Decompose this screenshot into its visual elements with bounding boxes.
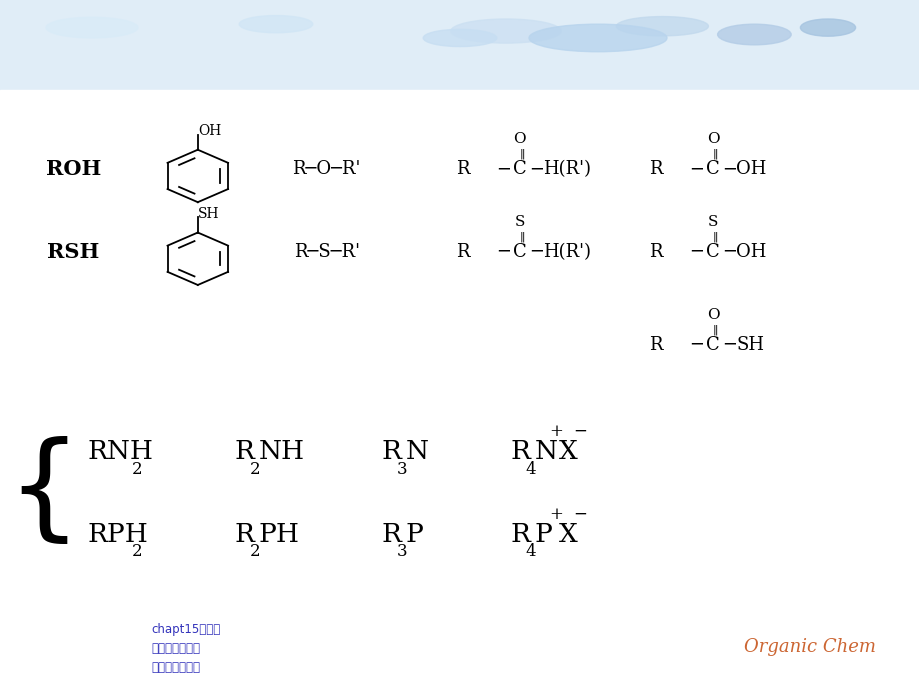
Text: ─: ─: [497, 160, 508, 178]
Text: ‖: ‖: [712, 324, 718, 335]
Text: R─O─R': R─O─R': [292, 160, 360, 178]
Text: H(R'): H(R'): [542, 243, 590, 261]
Text: O: O: [706, 308, 719, 322]
Text: X: X: [558, 522, 576, 547]
Text: ─: ─: [497, 243, 508, 261]
Text: S: S: [514, 215, 525, 229]
Text: N: N: [405, 440, 428, 464]
Text: PH: PH: [258, 522, 300, 547]
Text: R─S─R': R─S─R': [293, 243, 359, 261]
Text: R: R: [648, 243, 662, 261]
Text: Organic Chem: Organic Chem: [743, 638, 875, 656]
Text: R: R: [381, 522, 402, 547]
Text: ─: ─: [723, 160, 734, 178]
Ellipse shape: [239, 15, 312, 32]
Text: H(R'): H(R'): [542, 160, 590, 178]
Text: ─: ─: [690, 160, 701, 178]
Ellipse shape: [717, 24, 790, 45]
Text: ROH: ROH: [46, 159, 101, 179]
Text: O: O: [513, 132, 526, 146]
Text: RSH: RSH: [48, 242, 99, 262]
Text: P: P: [405, 522, 423, 547]
Bar: [0, 90, 919, 690]
Text: chapt15含硫磷
和硅的有机化合
物由科大有机化: chapt15含硫磷 和硅的有机化合 物由科大有机化: [152, 623, 221, 674]
Text: ─: ─: [723, 243, 734, 261]
Text: ─: ─: [530, 160, 541, 178]
Text: OH: OH: [735, 160, 766, 178]
Text: ─: ─: [530, 243, 541, 261]
Text: 4: 4: [525, 461, 536, 477]
Text: SH: SH: [198, 207, 219, 221]
Text: ‖: ‖: [519, 148, 525, 159]
Ellipse shape: [423, 30, 496, 47]
Text: NH: NH: [258, 440, 304, 464]
Text: ─: ─: [690, 336, 701, 354]
Text: N: N: [534, 440, 557, 464]
Text: {: {: [6, 436, 82, 551]
Text: ‖: ‖: [712, 231, 718, 242]
Text: ─: ─: [690, 243, 701, 261]
Text: R: R: [648, 160, 662, 178]
Ellipse shape: [800, 19, 855, 36]
Ellipse shape: [450, 19, 561, 43]
Text: SH: SH: [735, 336, 763, 354]
Text: 2: 2: [131, 461, 142, 477]
Ellipse shape: [46, 17, 138, 38]
Text: 3: 3: [396, 461, 407, 477]
Text: OH: OH: [198, 124, 221, 138]
Text: OH: OH: [735, 243, 766, 261]
Text: ‖: ‖: [712, 148, 718, 159]
Text: C: C: [513, 160, 526, 178]
Text: 2: 2: [249, 461, 260, 477]
Text: C: C: [513, 243, 526, 261]
Text: −: −: [573, 506, 586, 522]
Text: S: S: [707, 215, 718, 229]
Text: R: R: [234, 522, 255, 547]
Text: +: +: [549, 506, 562, 522]
Bar: [0, 0, 919, 90]
Text: +: +: [549, 423, 562, 440]
Text: 2: 2: [249, 544, 260, 560]
Text: RPH: RPH: [87, 522, 148, 547]
Text: ‖: ‖: [519, 231, 525, 242]
Text: −: −: [573, 423, 586, 440]
Text: R: R: [510, 440, 530, 464]
Text: R: R: [648, 336, 662, 354]
Text: R: R: [234, 440, 255, 464]
Text: RNH: RNH: [87, 440, 153, 464]
Text: R: R: [455, 243, 469, 261]
Text: 4: 4: [525, 544, 536, 560]
Text: X: X: [558, 440, 576, 464]
Text: 2: 2: [131, 544, 142, 560]
Text: R: R: [381, 440, 402, 464]
Ellipse shape: [528, 24, 666, 52]
Text: 3: 3: [396, 544, 407, 560]
Text: R: R: [510, 522, 530, 547]
Ellipse shape: [616, 17, 708, 36]
Text: ─: ─: [723, 336, 734, 354]
Text: P: P: [534, 522, 551, 547]
Text: O: O: [706, 132, 719, 146]
Text: C: C: [706, 160, 719, 178]
Text: C: C: [706, 336, 719, 354]
Text: C: C: [706, 243, 719, 261]
Text: R: R: [455, 160, 469, 178]
